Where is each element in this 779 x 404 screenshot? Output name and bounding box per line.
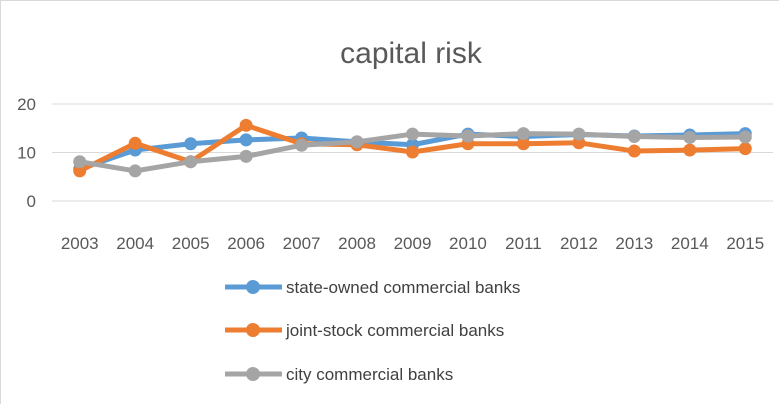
data-point — [683, 143, 697, 157]
series-lines — [73, 118, 752, 178]
data-point — [73, 164, 87, 178]
x-tick-label: 2014 — [671, 234, 709, 253]
chart-title: capital risk — [340, 37, 483, 70]
data-point — [461, 129, 475, 143]
y-tick-label: 10 — [17, 144, 36, 163]
legend-item: city commercial banks — [225, 365, 453, 384]
x-tick-label: 2015 — [726, 234, 764, 253]
series-3 — [73, 127, 752, 178]
x-tick-label: 2010 — [449, 234, 487, 253]
data-point — [128, 164, 142, 178]
legend-label: state-owned commercial banks — [286, 278, 520, 297]
legend-label: joint-stock commercial banks — [285, 321, 504, 340]
data-point — [627, 129, 641, 143]
x-tick-label: 2013 — [615, 234, 653, 253]
x-axis-ticks: 2003 2004 2005 2006 2007 2008 2009 2010 2011 2012… — [61, 234, 764, 253]
data-point — [239, 118, 253, 132]
legend-item: joint-stock commercial banks — [225, 321, 504, 340]
data-point — [295, 138, 309, 152]
data-point — [73, 155, 87, 169]
y-tick-label: 0 — [27, 192, 36, 211]
x-tick-label: 2012 — [560, 234, 598, 253]
data-point — [406, 145, 419, 159]
data-point — [184, 137, 198, 151]
x-tick-label: 2004 — [116, 234, 154, 253]
data-point — [738, 142, 752, 156]
data-point — [184, 155, 198, 169]
x-tick-label: 2007 — [283, 234, 321, 253]
x-tick-label: 2006 — [227, 234, 265, 253]
data-point — [738, 130, 752, 144]
data-point — [683, 130, 697, 144]
y-axis-ticks: 0 10 20 — [17, 95, 36, 211]
data-point — [350, 135, 364, 149]
data-point — [572, 127, 586, 141]
legend-marker — [246, 323, 260, 337]
data-point — [627, 144, 641, 158]
legend-marker — [246, 367, 260, 381]
x-tick-label: 2005 — [172, 234, 210, 253]
data-point — [406, 127, 419, 141]
x-tick-label: 2009 — [394, 234, 432, 253]
x-tick-label: 2011 — [505, 234, 542, 253]
legend-item: state-owned commercial banks — [225, 278, 520, 297]
data-point — [239, 133, 253, 147]
x-tick-label: 2008 — [338, 234, 376, 253]
data-point — [516, 127, 530, 141]
legend-label: city commercial banks — [286, 365, 453, 384]
y-tick-label: 20 — [17, 95, 36, 114]
legend-marker — [246, 280, 260, 294]
data-point — [516, 137, 530, 151]
legend: state-owned commercial banks joint-stock … — [225, 278, 520, 384]
x-tick-label: 2003 — [61, 234, 99, 253]
data-point — [128, 136, 142, 150]
data-point — [239, 149, 253, 163]
